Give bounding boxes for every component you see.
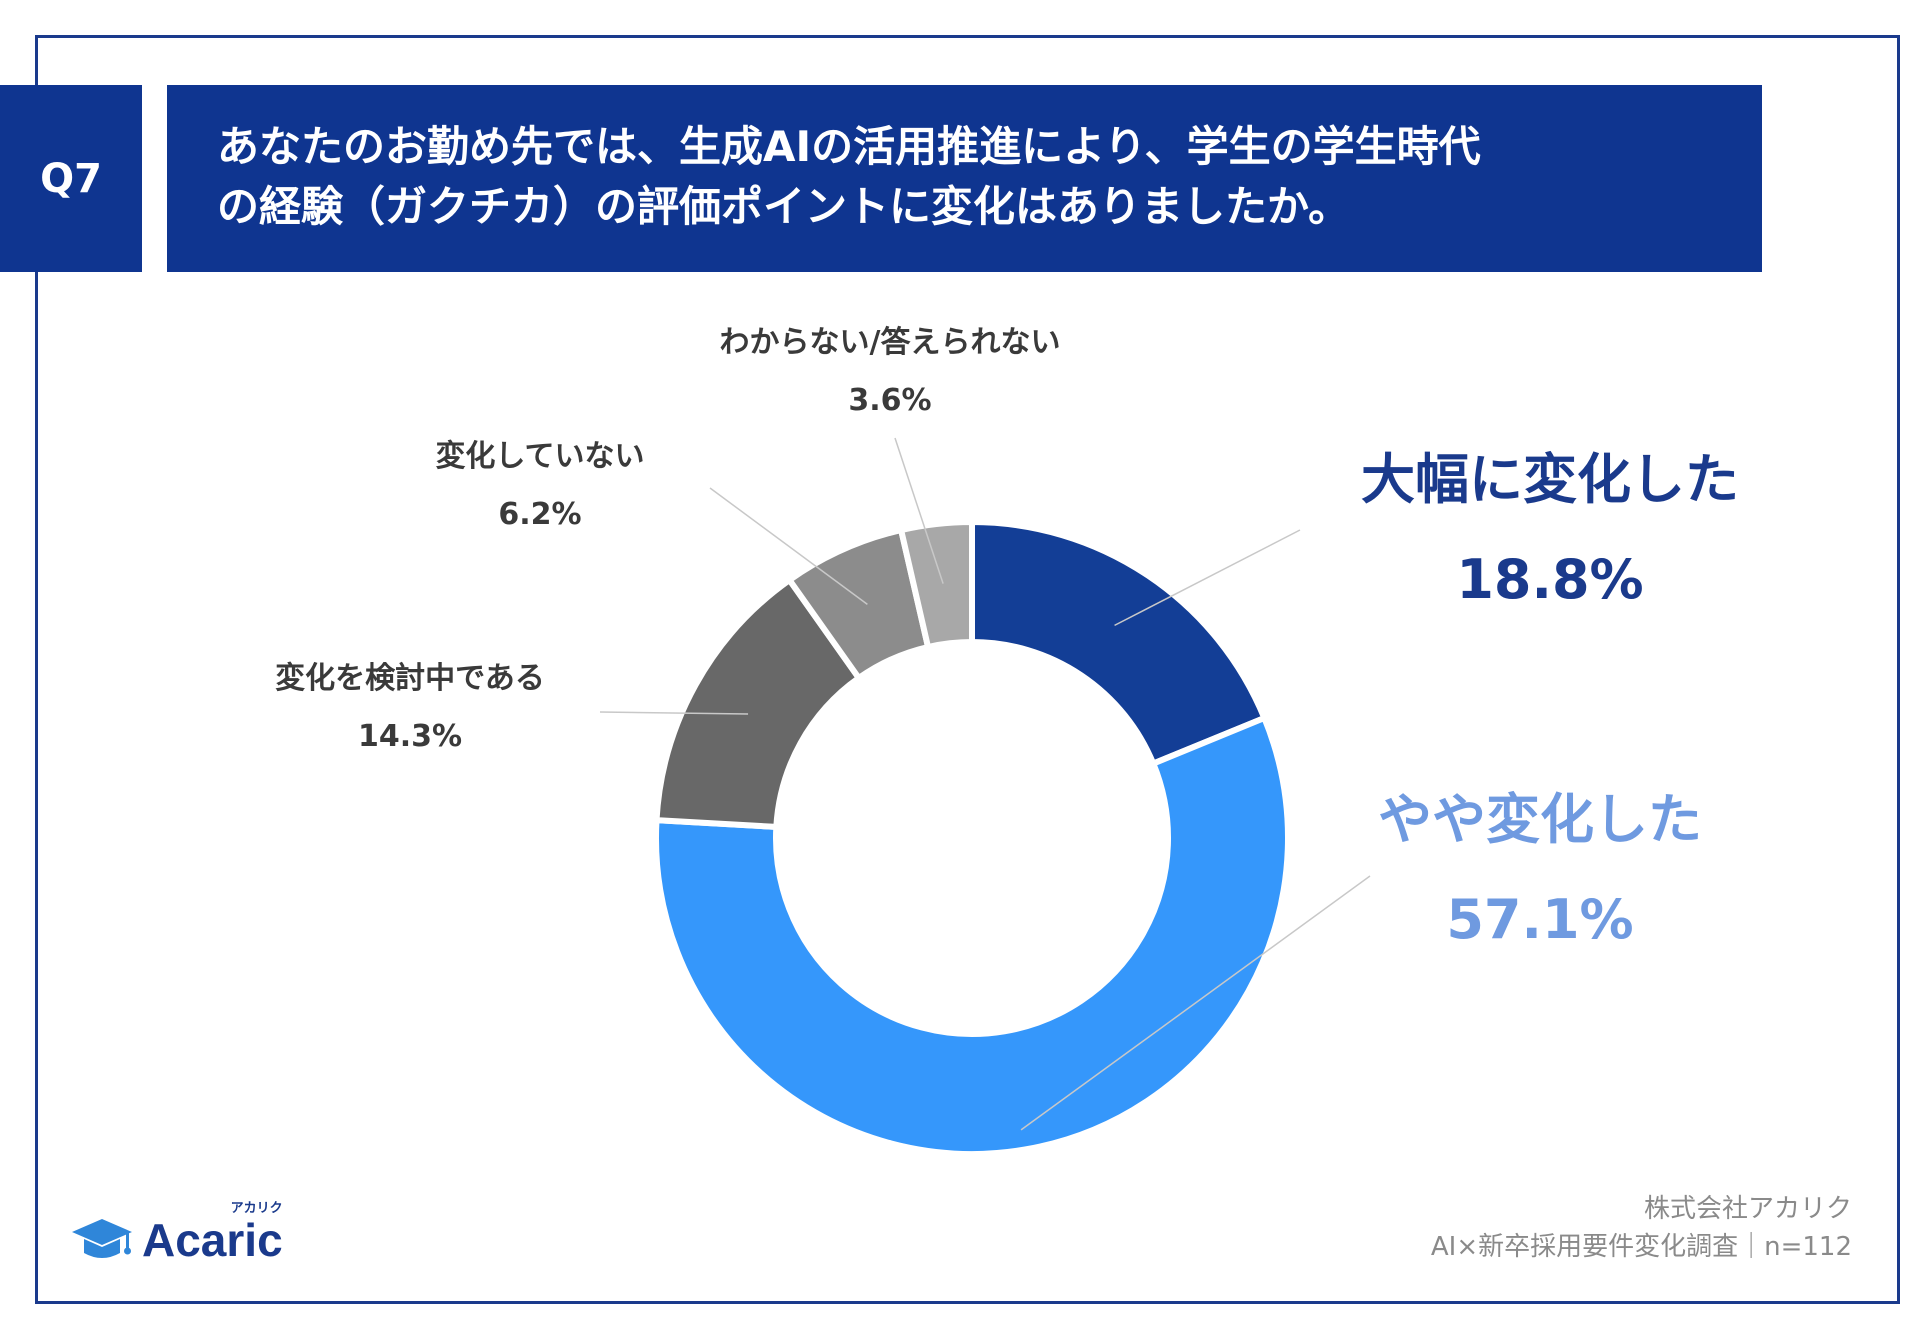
leader-line-0 bbox=[1114, 529, 1301, 627]
slice-value-4: 3.6% bbox=[848, 383, 932, 418]
question-title-line-2: の経験（ガクチカ）の評価ポイントに変化はありましたか。 bbox=[217, 182, 1351, 231]
logo-name: Acaric bbox=[142, 1214, 283, 1266]
acaric-logo: Acaric アカリク bbox=[70, 1201, 283, 1266]
leader-line-2 bbox=[599, 711, 749, 715]
slice-label-3: 変化していない 6.2% bbox=[380, 428, 700, 544]
donut-slice-0 bbox=[969, 518, 1269, 768]
slice-value-0: 18.8% bbox=[1456, 548, 1644, 611]
slice-category-2: 変化を検討中である bbox=[275, 661, 545, 696]
slice-label-1: やや変化した 57.1% bbox=[1330, 770, 1750, 970]
footer-company: 株式会社アカリク bbox=[1643, 1194, 1852, 1224]
slice-label-0: 大幅に変化した 18.8% bbox=[1340, 430, 1760, 630]
slice-label-2: 変化を検討中である 14.3% bbox=[220, 650, 600, 766]
slice-value-1: 57.1% bbox=[1446, 888, 1634, 951]
leader-line-4 bbox=[894, 437, 944, 584]
question-number: Q7 bbox=[40, 155, 102, 202]
question-title-line-1: あなたのお勤め先では、生成AIの活用推進により、学生の学生時代 bbox=[217, 122, 1481, 171]
graduation-cap-icon bbox=[72, 1219, 132, 1258]
question-title-box: あなたのお勤め先では、生成AIの活用推進により、学生の学生時代 の経験（ガクチカ… bbox=[167, 85, 1762, 272]
slice-category-4: わからない/答えられない bbox=[719, 325, 1061, 360]
donut-slice-4 bbox=[897, 518, 975, 651]
footer-credit: 株式会社アカリク AI×新卒採用要件変化調査｜n=112 bbox=[1431, 1190, 1852, 1266]
slice-label-4: わからない/答えられない 3.6% bbox=[660, 314, 1120, 430]
leader-line-3 bbox=[709, 487, 868, 605]
slide-frame bbox=[35, 35, 1900, 1304]
slice-value-3: 6.2% bbox=[498, 497, 582, 532]
footer-survey: AI×新卒採用要件変化調査｜n=112 bbox=[1430, 1232, 1852, 1262]
question-number-badge: Q7 bbox=[0, 85, 142, 272]
donut-slice-1 bbox=[653, 714, 1291, 1158]
leader-line-1 bbox=[1020, 875, 1371, 1131]
slice-category-0: 大幅に変化した bbox=[1361, 448, 1739, 511]
logo-kana: アカリク bbox=[230, 1200, 283, 1215]
slice-value-2: 14.3% bbox=[357, 719, 463, 754]
slice-category-1: やや変化した bbox=[1378, 788, 1702, 851]
slice-category-3: 変化していない bbox=[435, 439, 645, 474]
logo-wordmark: Acaric アカリク bbox=[142, 1201, 283, 1266]
